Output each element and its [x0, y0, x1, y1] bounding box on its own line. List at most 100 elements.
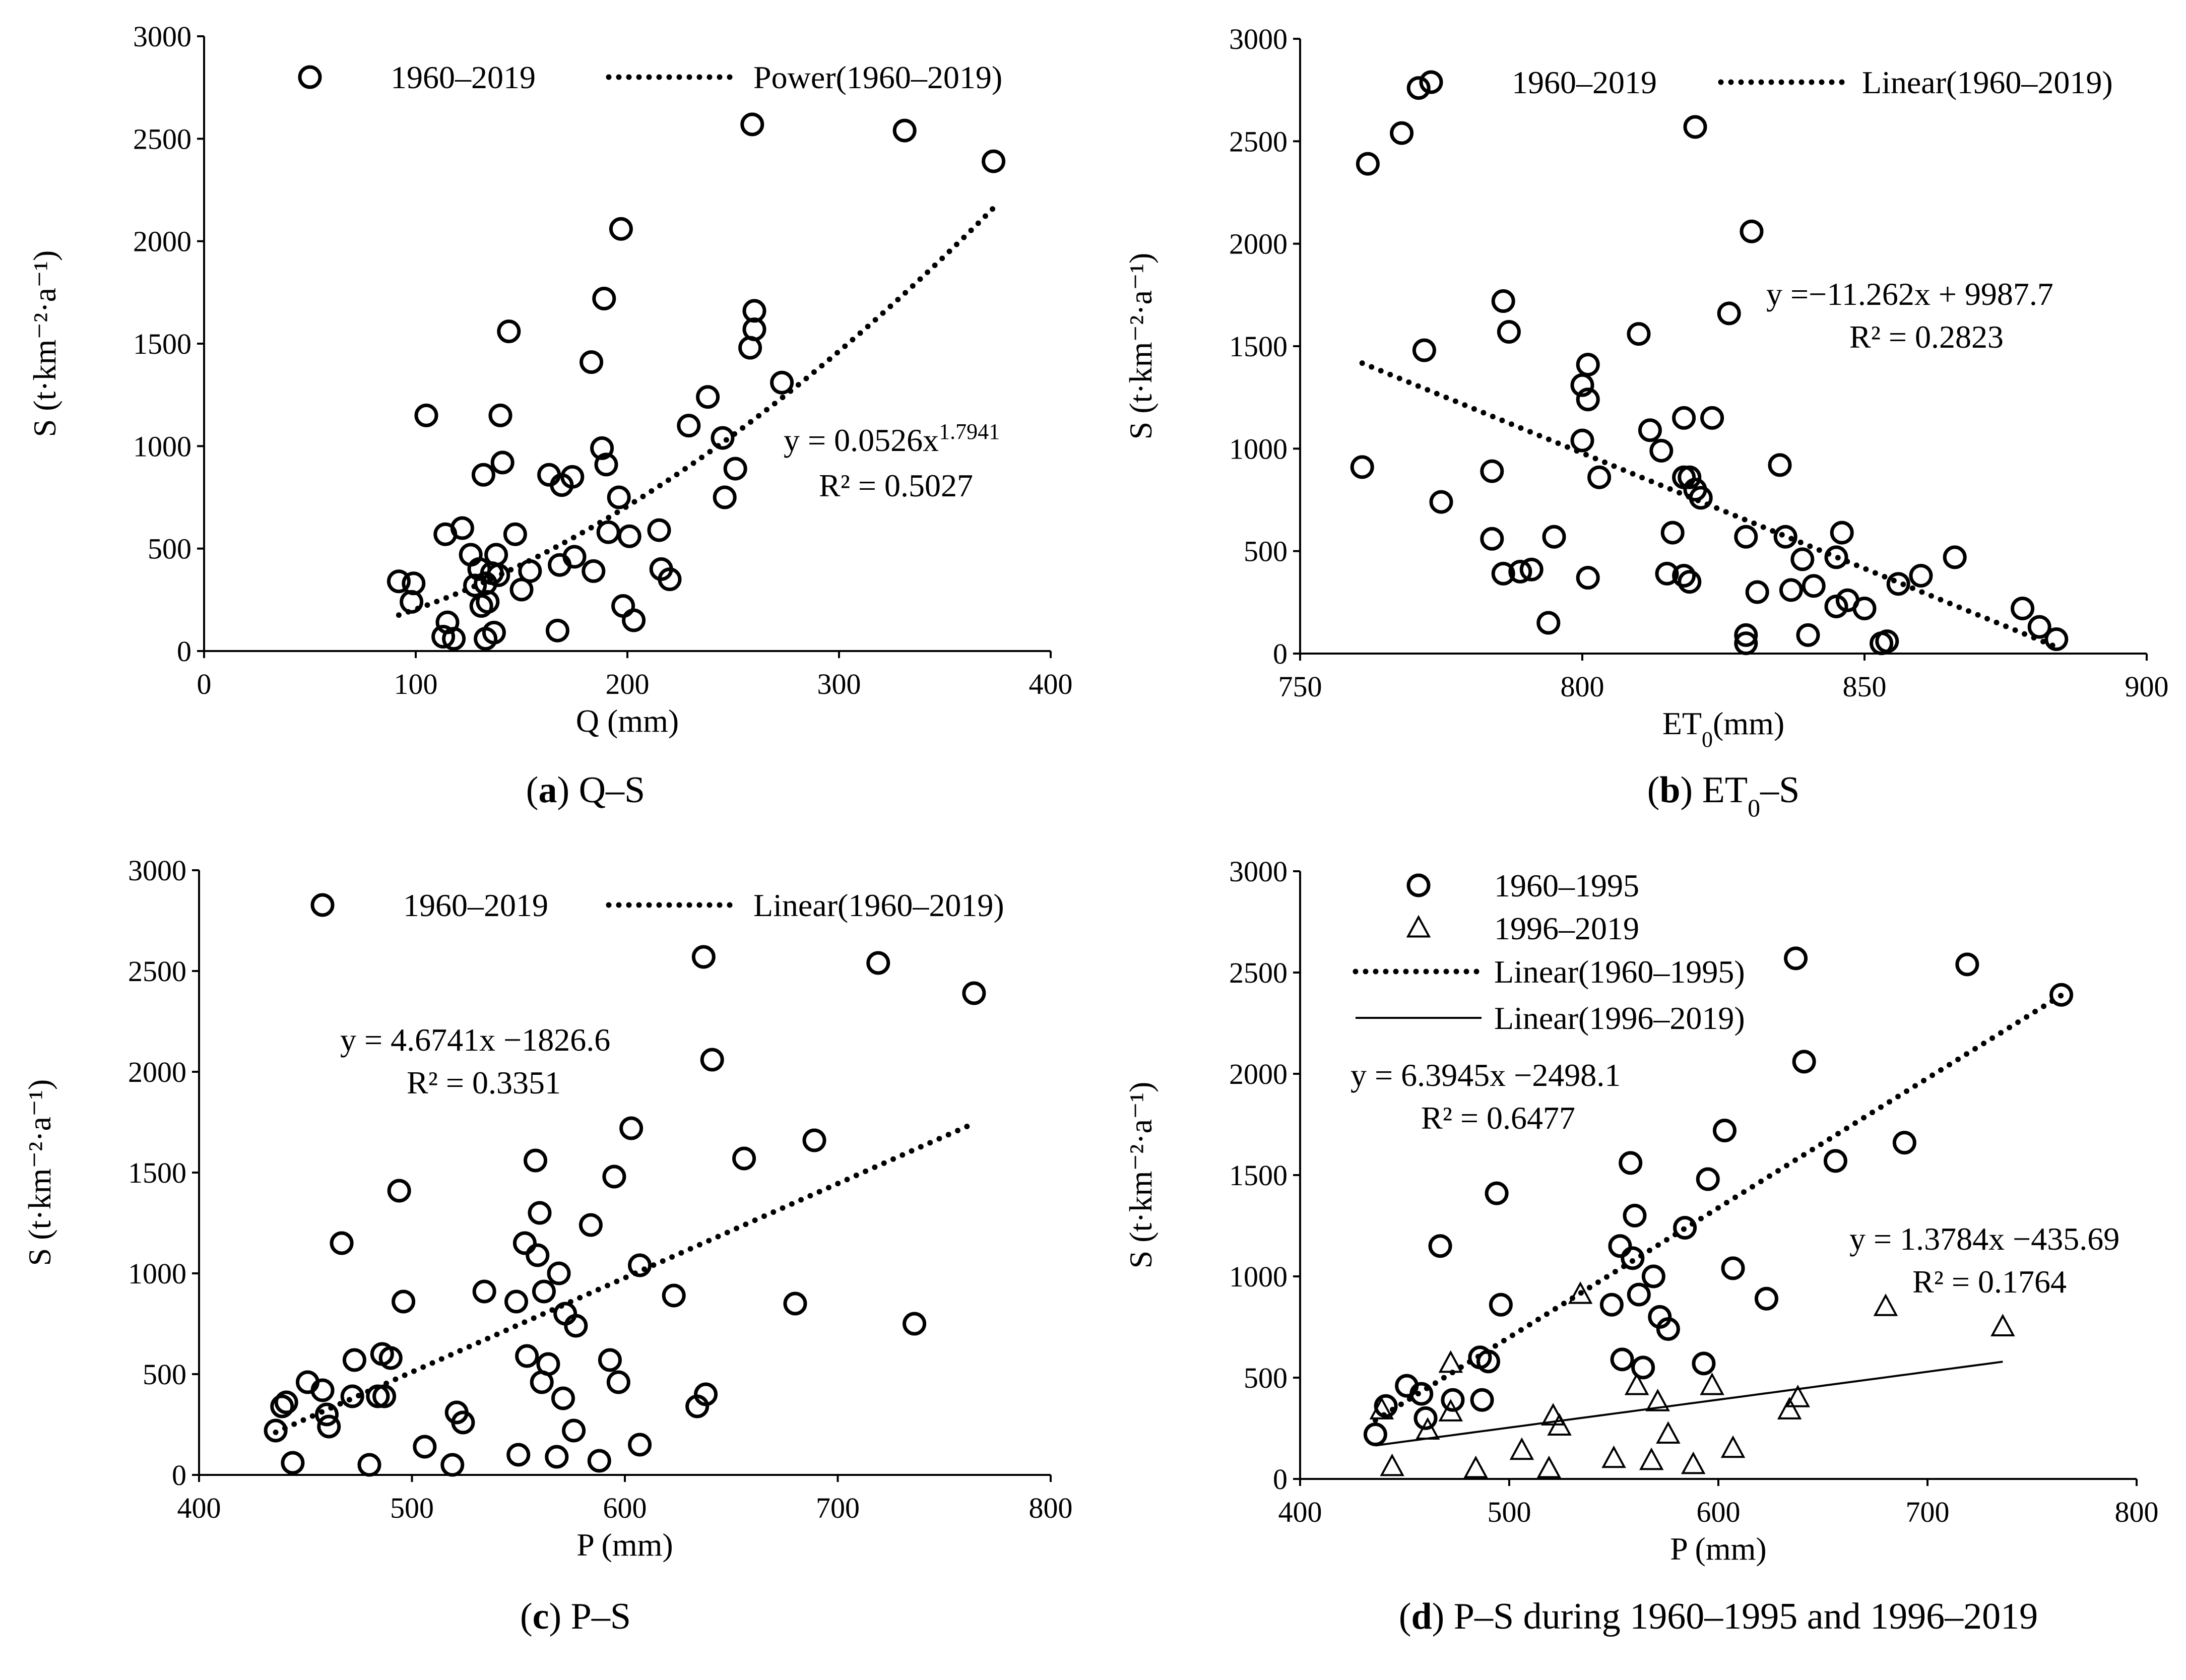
data-point-circle [518, 559, 542, 583]
data-point-triangle [1369, 1397, 1394, 1419]
panel-caption: (d) P–S during 1960–1995 and 1996–2019 [1399, 1596, 2038, 1637]
data-point-circle [1627, 322, 1651, 346]
data-point-circle [506, 1443, 531, 1467]
data-point-circle [1374, 1394, 1398, 1418]
equation-label: y = 4.6741x −1826.6 [340, 1022, 610, 1058]
data-point-circle [1886, 572, 1910, 596]
data-point-circle [497, 319, 521, 344]
data-point-triangle [1624, 1372, 1649, 1395]
data-point-circle [414, 403, 438, 427]
panel-caption: (b) ET0–S [1647, 769, 1800, 822]
data-point-triangle [1547, 1413, 1572, 1436]
data-point-circle [342, 1348, 366, 1372]
x-tick-label: 600 [1697, 1496, 1741, 1528]
panel-b-et0-s: 750 800 850 900 0 500 1000 1500 2000 2500 3000 ET0(… [1123, 23, 2169, 822]
data-point-triangle [1536, 1455, 1562, 1478]
data-point-circle [310, 1378, 335, 1402]
data-point-circle [1649, 438, 1674, 463]
data-point-circle [1678, 465, 1702, 489]
data-point-circle [526, 1243, 550, 1267]
data-point-circle [1497, 320, 1521, 344]
data-point-circle [592, 287, 616, 311]
data-point-circle [1824, 545, 1848, 569]
data-point-circle [1875, 629, 1899, 654]
data-point-circle [622, 608, 646, 632]
data-point-circle [1734, 525, 1758, 549]
data-point-circle [450, 516, 474, 540]
data-point-circle [1712, 1119, 1737, 1143]
data-point-circle [2011, 597, 2035, 621]
data-point-triangle [1645, 1389, 1670, 1411]
data-point-circle [484, 543, 508, 567]
data-point-circle [1480, 459, 1504, 483]
data-point-circle [1740, 219, 1764, 243]
data-point-circle [1689, 486, 1713, 510]
y-tick-label: 0 [1273, 637, 1288, 670]
data-point-circle [1790, 547, 1815, 571]
legend-label: Linear(1996–2019) [1494, 1000, 1745, 1036]
r-squared-label: R² = 0.5027 [819, 468, 973, 503]
data-point-circle [560, 465, 585, 489]
data-point-circle [617, 524, 641, 548]
data-point-triangle [1415, 1417, 1440, 1440]
data-point-circle [802, 1128, 826, 1152]
data-point-triangle [1990, 1314, 2015, 1336]
data-point-circle [1638, 418, 1662, 442]
data-point-circle [551, 1386, 575, 1410]
y-tick-label: 3000 [133, 20, 191, 53]
x-axis-label: P (mm) [1670, 1531, 1766, 1567]
data-point-circle [524, 1148, 548, 1173]
legend-label: Linear(1960–1995) [1494, 954, 1745, 990]
legend-label: Linear(1960–2019) [753, 887, 1004, 923]
trendline [273, 1120, 977, 1435]
x-tick-label: 0 [197, 668, 212, 700]
data-point-circle [1429, 490, 1453, 514]
data-point-circle [1660, 521, 1685, 545]
data-point-circle [628, 1253, 652, 1277]
data-point-circle [1587, 465, 1612, 489]
data-point-triangle [1681, 1451, 1706, 1474]
data-point-circle [611, 594, 635, 618]
legend-label: 1960–2019 [1512, 64, 1657, 100]
data-point-circle [1943, 545, 1967, 569]
data-point-circle [1350, 455, 1374, 479]
data-point-circle [1356, 152, 1380, 176]
data-point-circle [488, 403, 512, 427]
y-axis-label: S (t·km⁻²·a⁻¹) [27, 250, 62, 437]
panel-c-p-s: 400 500 600 700 800 0 500 1000 1500 2000 2500 3000 P… [22, 854, 1073, 1637]
y-tick-label: 1500 [1229, 330, 1288, 363]
legend-marker-circle [298, 65, 322, 89]
data-point-circle [281, 1451, 305, 1475]
data-point-circle [366, 1384, 390, 1408]
data-point-circle [315, 1402, 339, 1427]
data-point-circle [1700, 406, 1724, 430]
panel-caption: (a) Q–S [526, 769, 645, 811]
data-point-circle [1470, 1388, 1494, 1412]
data-point-circle [647, 518, 671, 542]
data-point-circle [962, 981, 986, 1005]
x-tick-label: 500 [1488, 1496, 1531, 1528]
data-point-circle [1955, 952, 1979, 977]
y-tick-label: 2000 [133, 225, 191, 258]
data-point-circle [1909, 563, 1933, 588]
trendline [1372, 992, 2065, 1423]
data-point-circle [1796, 623, 1820, 647]
x-tick-label: 750 [1278, 670, 1322, 703]
data-point-circle [564, 1314, 588, 1338]
x-tick-label: 800 [1561, 670, 1604, 703]
data-point-circle [1779, 578, 1803, 602]
x-tick-label: 700 [1906, 1496, 1950, 1528]
equation-label: y = 0.0526x1.7941 [784, 419, 1000, 459]
legend-label: Power(1960–2019) [753, 59, 1002, 95]
data-point-circle [1576, 353, 1600, 377]
y-tick-label: 1000 [128, 1257, 186, 1290]
y-axis-label: S (t·km⁻²·a⁻¹) [1123, 1082, 1159, 1269]
y-tick-label: 1500 [133, 328, 191, 360]
data-point-circle [387, 1179, 411, 1203]
data-point-circle [1768, 453, 1792, 477]
trendline [396, 205, 997, 618]
data-point-circle [1830, 521, 1854, 545]
data-point-triangle [1700, 1372, 1724, 1395]
x-axis-label: P (mm) [576, 1527, 673, 1563]
y-tick-label: 3000 [1229, 23, 1288, 55]
